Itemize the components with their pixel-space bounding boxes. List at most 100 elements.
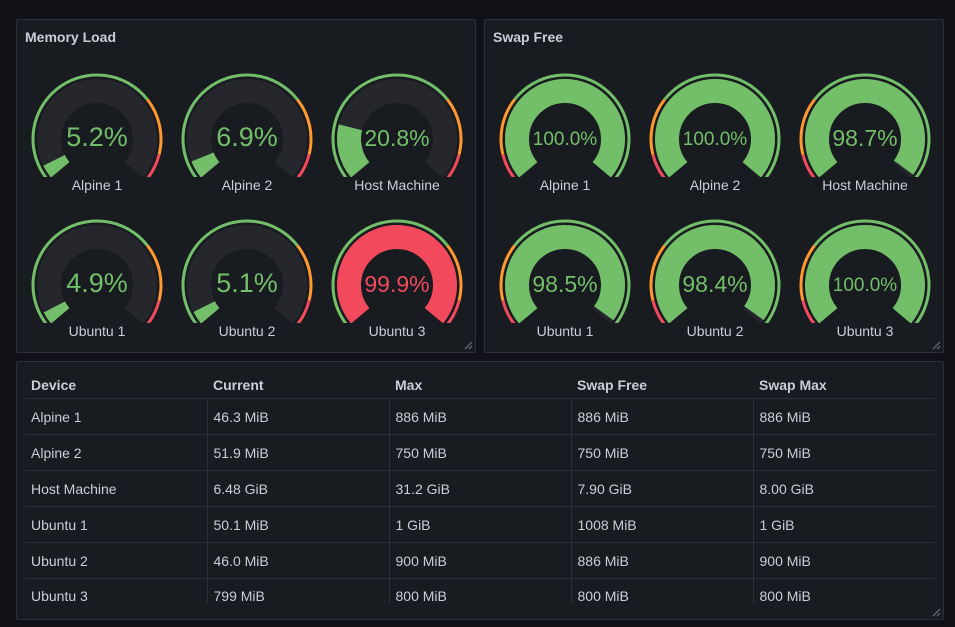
gauge-value-fill	[337, 124, 370, 177]
gauge-threshold-band	[801, 154, 816, 177]
gauge-ubuntu-2: 5.1% Ubuntu 2	[172, 213, 322, 353]
gauge-arc	[331, 73, 463, 177]
table-cell: Alpine 1	[25, 398, 208, 435]
table-cell: 1 GiB	[753, 506, 935, 543]
gauge-alpine-2: 100.0% Alpine 2	[640, 67, 790, 207]
gauge-threshold-band	[31, 219, 149, 323]
gauge-label: Alpine 2	[221, 177, 273, 193]
gauge-arc	[649, 219, 781, 323]
gauge-label: Ubuntu 2	[218, 323, 276, 339]
gauge-threshold-band	[799, 244, 816, 301]
gauge-label: Host Machine	[822, 177, 908, 193]
table-row: Alpine 1 46.3 MiB 886 MiB 886 MiB 886 MiB	[25, 398, 935, 435]
header-max[interactable]: Max	[389, 372, 571, 399]
gauge-label: Ubuntu 1	[536, 323, 594, 339]
table-row: Ubuntu 1 50.1 MiB 1 GiB 1008 MiB 1 GiB	[25, 506, 935, 543]
gauge-threshold-band	[651, 154, 666, 177]
gauge-alpine-1: 100.0% Alpine 1	[490, 67, 640, 207]
gauge-threshold-band	[181, 219, 299, 323]
table-cell: 886 MiB	[753, 398, 935, 435]
gauge-threshold-band	[501, 300, 516, 323]
gauge-threshold-band	[296, 300, 311, 323]
gauge-value-fill	[193, 300, 220, 323]
gauge-threshold-band	[181, 73, 299, 177]
gauge-label: Alpine 2	[689, 177, 741, 193]
gauge-threshold-band	[649, 244, 666, 301]
panel-title: Memory Load	[25, 29, 117, 45]
table-cell: 8.00 GiB	[753, 470, 935, 507]
gauge-threshold-band	[146, 98, 163, 155]
table-cell: Host Machine	[25, 470, 208, 507]
resize-handle-icon[interactable]	[931, 607, 941, 617]
gauge-label: Ubuntu 2	[686, 323, 744, 339]
table-cell: 750 MiB	[571, 434, 754, 471]
gauge-track	[37, 225, 157, 323]
header-current[interactable]: Current	[207, 372, 389, 399]
gauge-track	[187, 79, 307, 177]
table-scroll-area[interactable]: Device Current Max Swap Free Swap Max Al…	[17, 362, 943, 603]
gauge-threshold-band	[146, 244, 163, 301]
gauge-label: Ubuntu 3	[836, 323, 894, 339]
gauge-threshold-band	[649, 98, 666, 155]
gauge-value-text: 6.9%	[216, 122, 278, 152]
gauge-value-fill	[805, 225, 925, 323]
table-row: Host Machine 6.48 GiB 31.2 GiB 7.90 GiB 8.00…	[25, 470, 935, 507]
gauge-value-text: 98.5%	[532, 271, 598, 297]
gauge-threshold-band	[331, 73, 449, 177]
gauge-value-text: 100.0%	[532, 129, 598, 150]
table-cell: 50.1 MiB	[207, 506, 390, 543]
table-cell: 886 MiB	[389, 398, 572, 435]
gauge-threshold-band	[296, 154, 311, 177]
gauge-arc	[331, 219, 463, 323]
gauge-threshold-band	[663, 73, 781, 177]
gauge-arc	[181, 219, 313, 323]
gauge-threshold-band	[813, 73, 931, 177]
gauge-threshold-band	[651, 300, 666, 323]
table-cell: 7.90 GiB	[571, 470, 754, 507]
gauge-threshold-band	[499, 244, 516, 301]
gauge-threshold-band	[513, 73, 631, 177]
gauge-value-text: 100.0%	[832, 275, 898, 296]
gauge-arc	[31, 219, 163, 323]
device-table-panel: Device Current Max Swap Free Swap Max Al…	[16, 361, 944, 620]
gauge-value-text: 100.0%	[682, 129, 748, 150]
resize-handle-icon[interactable]	[931, 340, 941, 350]
gauge-value-fill	[337, 225, 457, 323]
device-table: Device Current Max Swap Free Swap Max Al…	[25, 372, 935, 603]
gauge-ubuntu-1: 4.9% Ubuntu 1	[22, 213, 172, 353]
gauge-label: Ubuntu 3	[368, 323, 426, 339]
gauge-value-text: 98.7%	[832, 125, 898, 151]
gauge-value-fill	[505, 79, 625, 177]
memory-load-panel: Memory Load 5.2% Alpine 1 6.9% Alpine 2 20.8…	[16, 19, 476, 353]
table-cell: Alpine 2	[25, 434, 208, 471]
gauge-value-text: 5.2%	[66, 122, 128, 152]
gauge-threshold-band	[446, 98, 463, 155]
gauge-threshold-band	[663, 219, 781, 323]
gauge-threshold-band	[799, 98, 816, 155]
table-cell: 900 MiB	[753, 542, 935, 579]
gauge-threshold-band	[446, 244, 463, 301]
gauge-value-text: 4.9%	[66, 268, 128, 298]
gauge-value-text: 5.1%	[216, 268, 278, 298]
gauge-threshold-band	[296, 98, 313, 155]
gauge-threshold-band	[513, 219, 631, 323]
swap-free-panel: Swap Free 100.0% Alpine 1 100.0% Alpine 2 98…	[484, 19, 944, 353]
gauge-label: Alpine 1	[539, 177, 591, 193]
gauge-threshold-band	[146, 154, 161, 177]
gauge-track	[37, 79, 157, 177]
gauge-threshold-band	[146, 300, 161, 323]
resize-handle-icon[interactable]	[463, 340, 473, 350]
table-cell: Ubuntu 1	[25, 506, 208, 543]
header-swap-max[interactable]: Swap Max	[753, 372, 935, 399]
header-swap-free[interactable]: Swap Free	[571, 372, 753, 399]
header-device[interactable]: Device	[25, 372, 207, 399]
table-cell: 800 MiB	[389, 578, 572, 603]
table-cell: 799 MiB	[207, 578, 390, 603]
table-cell: Ubuntu 3	[25, 578, 208, 603]
gauge-value-text: 98.4%	[682, 271, 748, 297]
gauge-ubuntu-3: 100.0% Ubuntu 3	[790, 213, 940, 353]
table-cell: 6.48 GiB	[207, 470, 390, 507]
panel-title: Swap Free	[493, 29, 564, 45]
gauge-track	[187, 225, 307, 323]
table-cell: 46.3 MiB	[207, 398, 390, 435]
